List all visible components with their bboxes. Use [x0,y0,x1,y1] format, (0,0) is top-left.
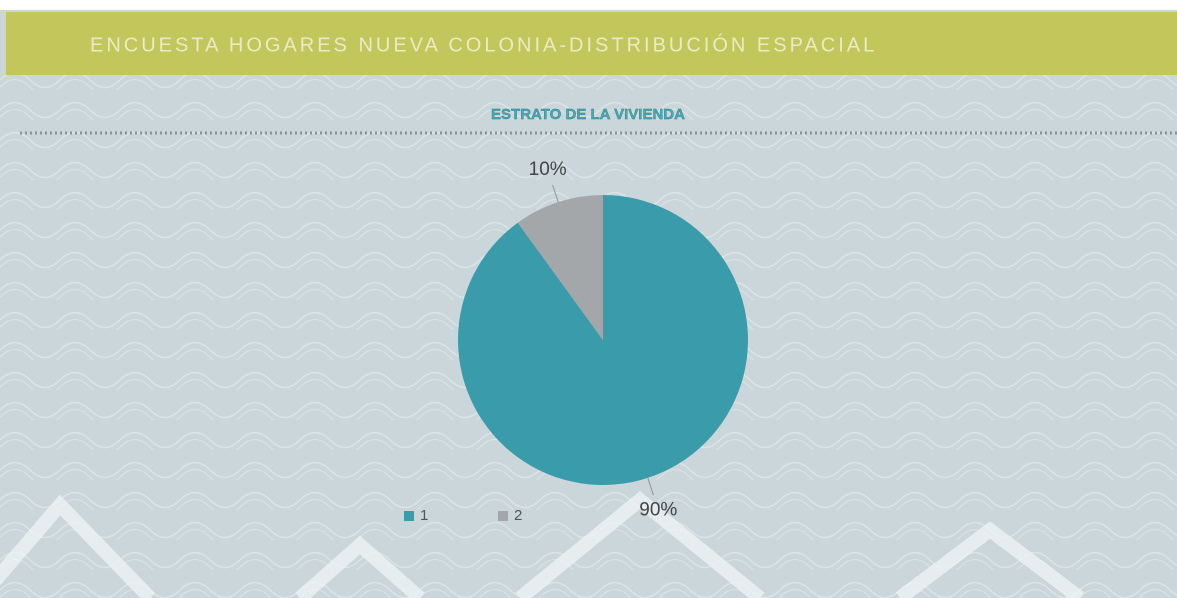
decoration [0,490,1085,598]
chart-title: ESTRATO DE LA VIVIENDA [491,106,685,123]
top-border [0,0,1177,10]
legend-label: 1 [420,507,428,524]
leader-line [647,477,654,496]
pie-slice [457,195,748,485]
legend-swatch [498,511,508,521]
legend-swatch [404,511,414,521]
data-label: 90% [639,499,677,520]
header-band [6,12,1177,75]
data-label: 10% [529,159,567,180]
leader-line [552,184,559,203]
header-title: ENCUESTA HOGARES NUEVA COLONIA-DISTRIBUC… [90,33,877,56]
legend-label: 2 [514,507,522,524]
pie-slice [517,195,603,340]
